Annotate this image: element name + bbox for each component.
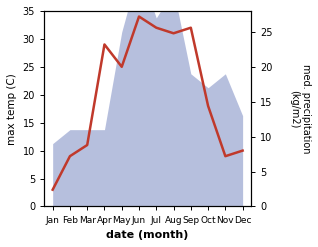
- X-axis label: date (month): date (month): [107, 230, 189, 240]
- Y-axis label: med. precipitation
(kg/m2): med. precipitation (kg/m2): [289, 64, 311, 153]
- Y-axis label: max temp (C): max temp (C): [7, 73, 17, 144]
